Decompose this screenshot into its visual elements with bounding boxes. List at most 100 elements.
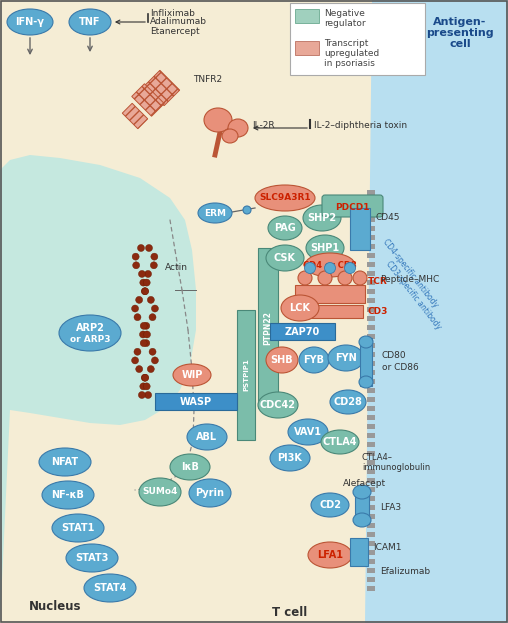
Ellipse shape — [140, 331, 146, 338]
Text: CD3-specific antibody: CD3-specific antibody — [385, 259, 443, 331]
Ellipse shape — [134, 313, 141, 321]
Ellipse shape — [328, 345, 364, 371]
Ellipse shape — [136, 366, 143, 373]
Bar — [367, 244, 375, 249]
Text: ZAP70: ZAP70 — [284, 327, 320, 337]
Ellipse shape — [143, 322, 150, 330]
Text: PAG: PAG — [274, 223, 296, 233]
Polygon shape — [365, 0, 508, 623]
Text: TCR: TCR — [368, 277, 388, 287]
Text: LFA1: LFA1 — [317, 550, 343, 560]
Ellipse shape — [140, 279, 147, 286]
Text: Transcript: Transcript — [324, 39, 368, 47]
Bar — [367, 199, 375, 204]
Ellipse shape — [318, 271, 332, 285]
Bar — [367, 307, 375, 312]
Bar — [367, 487, 375, 492]
Text: CD4-specific antibody: CD4-specific antibody — [382, 237, 440, 309]
Ellipse shape — [142, 288, 149, 295]
Bar — [367, 559, 375, 564]
Bar — [270, 323, 335, 340]
Bar — [367, 325, 375, 330]
Bar — [367, 460, 375, 465]
Text: Actin: Actin — [165, 264, 188, 272]
Text: CTLA4–: CTLA4– — [362, 454, 393, 462]
Text: WIP: WIP — [181, 370, 203, 380]
Bar — [350, 208, 370, 250]
Text: Efalizumab: Efalizumab — [380, 568, 430, 576]
Bar — [367, 397, 375, 402]
Bar — [367, 568, 375, 573]
Text: CD3: CD3 — [368, 308, 389, 316]
Text: STAT3: STAT3 — [75, 553, 109, 563]
Ellipse shape — [39, 448, 91, 476]
Ellipse shape — [299, 347, 329, 373]
Ellipse shape — [132, 305, 139, 312]
Text: CDC42: CDC42 — [260, 400, 296, 410]
Text: Antigen-: Antigen- — [433, 17, 487, 27]
Bar — [367, 541, 375, 546]
Bar — [367, 235, 375, 240]
Bar — [367, 262, 375, 267]
Ellipse shape — [173, 364, 211, 386]
Bar — [295, 41, 319, 55]
Bar — [295, 9, 319, 23]
Text: SHP2: SHP2 — [307, 213, 337, 223]
Ellipse shape — [353, 513, 371, 527]
Ellipse shape — [151, 253, 158, 260]
Text: CD2: CD2 — [319, 500, 341, 510]
Bar — [367, 496, 375, 501]
Bar — [122, 103, 148, 129]
Text: ABL: ABL — [197, 432, 217, 442]
Ellipse shape — [170, 454, 210, 480]
Ellipse shape — [270, 445, 310, 471]
Bar — [367, 505, 375, 510]
Ellipse shape — [134, 348, 141, 355]
Ellipse shape — [143, 279, 150, 286]
Ellipse shape — [141, 288, 148, 295]
Bar — [367, 316, 375, 321]
Text: ICAM1: ICAM1 — [373, 543, 401, 553]
Bar — [367, 334, 375, 339]
Ellipse shape — [306, 235, 344, 261]
Bar — [258, 248, 278, 408]
Text: Peptide–MHC: Peptide–MHC — [380, 275, 439, 285]
Text: SHB: SHB — [271, 355, 293, 365]
Ellipse shape — [268, 216, 302, 240]
Bar — [367, 469, 375, 474]
Bar — [367, 370, 375, 375]
Ellipse shape — [151, 357, 158, 364]
Ellipse shape — [145, 244, 152, 252]
Text: CTLA4: CTLA4 — [323, 437, 357, 447]
Bar — [367, 271, 375, 276]
Bar — [367, 442, 375, 447]
Text: SLC9A3R1: SLC9A3R1 — [259, 194, 311, 202]
Ellipse shape — [338, 271, 352, 285]
Bar — [290, 3, 425, 75]
Ellipse shape — [138, 244, 144, 252]
Ellipse shape — [198, 203, 232, 223]
Ellipse shape — [66, 544, 118, 572]
Bar — [360, 338, 372, 386]
Text: Pyrin: Pyrin — [196, 488, 225, 498]
Ellipse shape — [303, 205, 341, 231]
Text: STAT4: STAT4 — [93, 583, 126, 593]
Text: Etanercept: Etanercept — [150, 27, 200, 36]
Ellipse shape — [298, 271, 312, 285]
Ellipse shape — [52, 514, 104, 542]
Text: TNF: TNF — [79, 17, 101, 27]
Bar — [367, 190, 375, 195]
Ellipse shape — [305, 253, 355, 277]
Text: T cell: T cell — [272, 607, 308, 619]
Text: IL-2–diphtheria toxin: IL-2–diphtheria toxin — [314, 121, 407, 130]
Bar — [367, 478, 375, 483]
Ellipse shape — [222, 129, 238, 143]
Text: CSK: CSK — [274, 253, 296, 263]
Text: SUMo4: SUMo4 — [142, 488, 178, 497]
Bar — [367, 217, 375, 222]
Text: Alefacept: Alefacept — [343, 478, 386, 488]
Text: CD80: CD80 — [382, 351, 406, 359]
Bar — [155, 393, 237, 410]
Ellipse shape — [133, 262, 140, 269]
Text: Negative: Negative — [324, 9, 365, 17]
